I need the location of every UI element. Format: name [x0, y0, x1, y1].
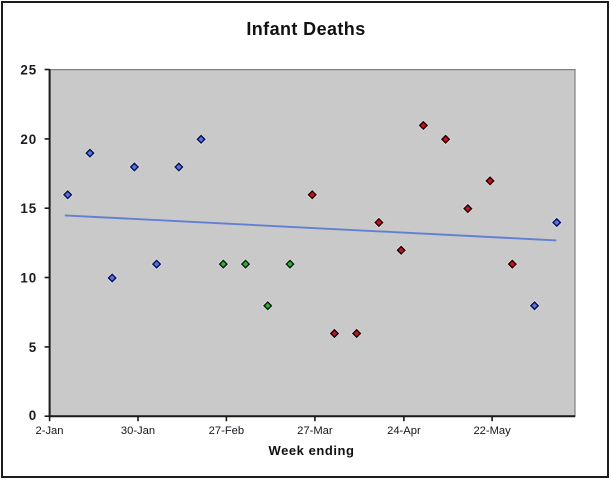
svg-text:25: 25 [20, 62, 37, 77]
svg-text:Week ending: Week ending [269, 443, 355, 458]
svg-text:Infant Deaths: Infant Deaths [246, 19, 365, 39]
svg-text:5: 5 [29, 340, 37, 355]
svg-text:24-Apr: 24-Apr [387, 425, 421, 437]
svg-text:2-Jan: 2-Jan [36, 425, 64, 437]
svg-text:20: 20 [20, 132, 37, 147]
svg-text:22-May: 22-May [473, 425, 511, 437]
svg-text:30-Jan: 30-Jan [121, 425, 155, 437]
svg-text:0: 0 [29, 408, 37, 423]
svg-text:15: 15 [20, 201, 37, 216]
svg-text:27-Feb: 27-Feb [209, 425, 244, 437]
svg-text:27-Mar: 27-Mar [297, 425, 333, 437]
svg-text:10: 10 [20, 270, 37, 285]
